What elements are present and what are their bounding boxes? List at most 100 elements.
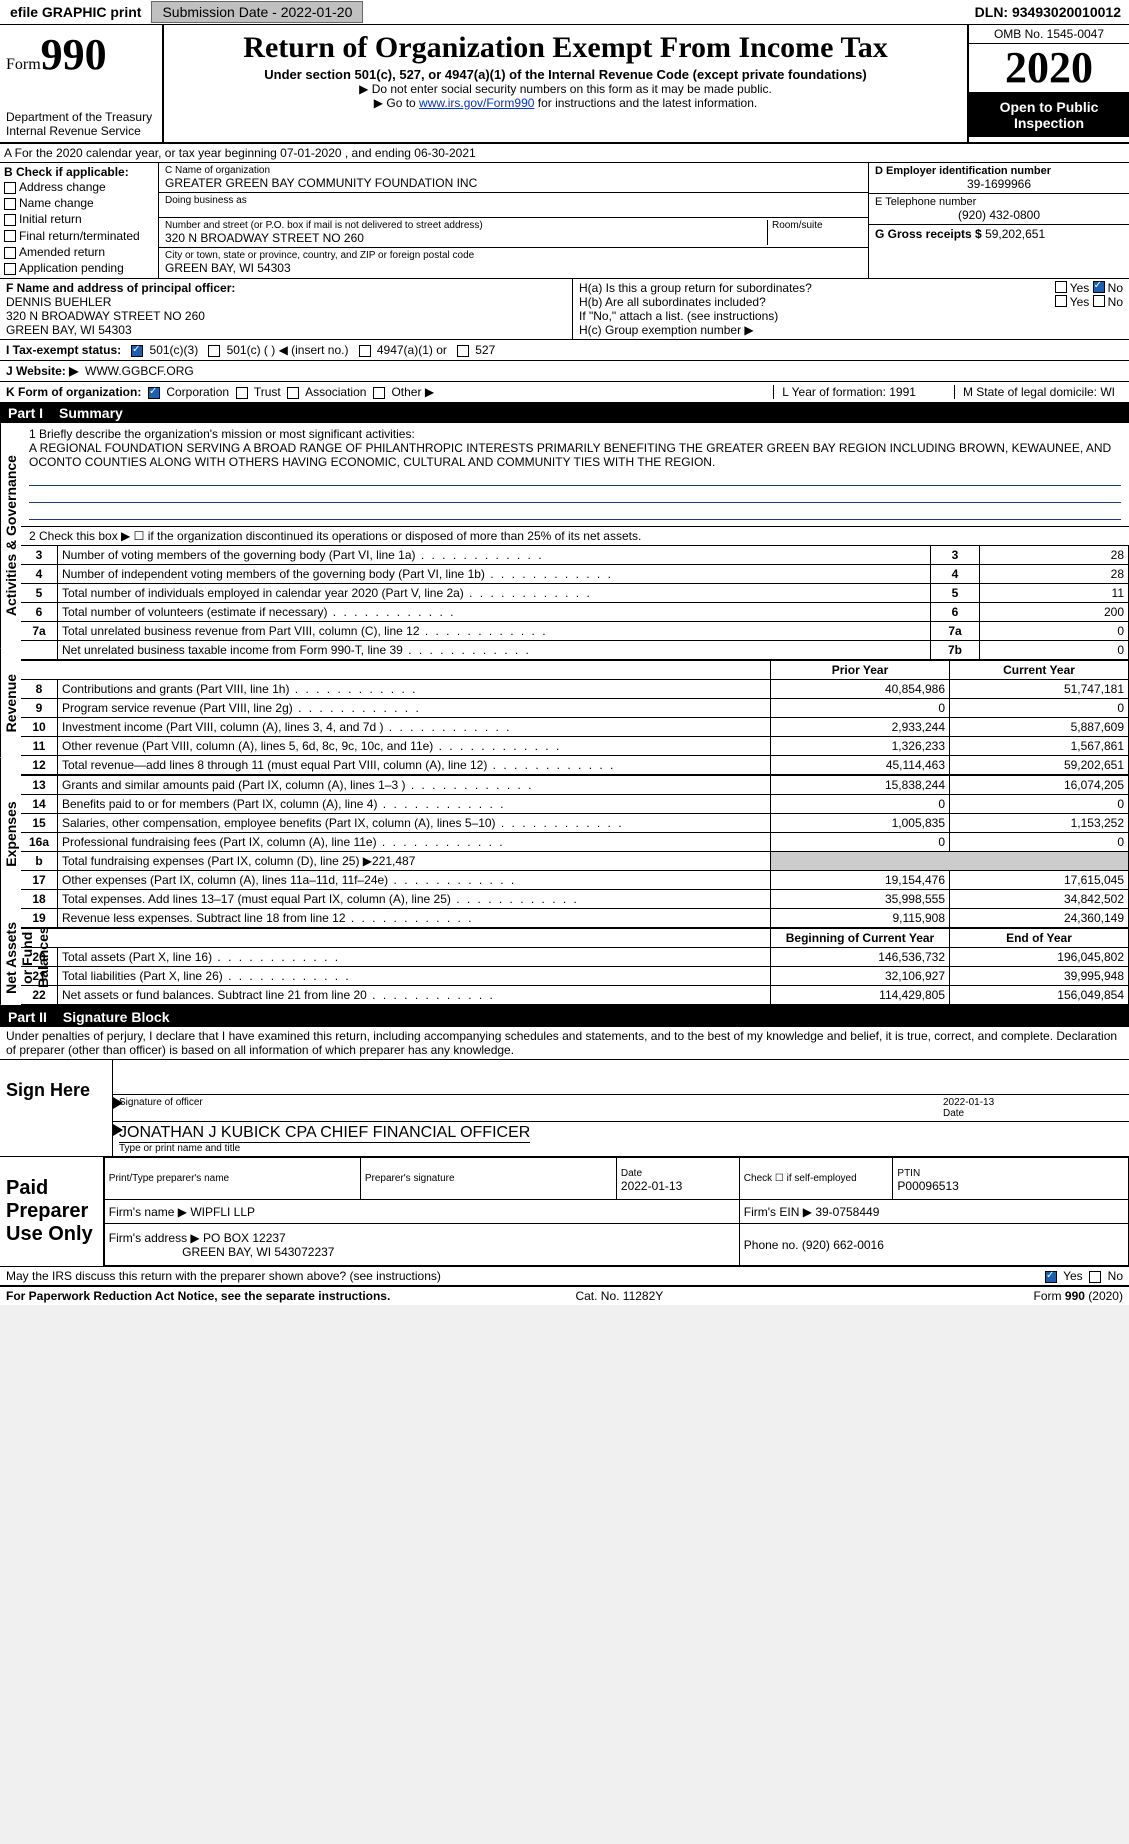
part1-subtitle: Summary [59, 405, 123, 421]
goto-suffix: for instructions and the latest informat… [534, 96, 757, 110]
top-toolbar: efile GRAPHIC print Submission Date - 20… [0, 0, 1129, 25]
hb-yes-chk[interactable] [1055, 295, 1067, 307]
firm-addr1: PO BOX 12237 [203, 1231, 286, 1245]
part1-body: Activities & Governance Revenue Expenses… [0, 423, 1129, 1007]
org-city: GREEN BAY, WI 54303 [165, 261, 862, 275]
page-footer: For Paperwork Reduction Act Notice, see … [0, 1287, 1129, 1305]
c-name-label: C Name of organization [165, 165, 862, 176]
sig-date-label: Date [943, 1108, 1123, 1119]
box-h: H(a) Is this a group return for subordin… [573, 279, 1129, 339]
part2-subtitle: Signature Block [63, 1009, 170, 1025]
officer-addr2: GREEN BAY, WI 54303 [6, 323, 566, 337]
ptin-value: P00096513 [897, 1179, 958, 1193]
firm-addr2: GREEN BAY, WI 543072237 [182, 1245, 334, 1259]
website-value: WWW.GGBCF.ORG [85, 364, 194, 378]
k-org-row: K Form of organization: Corporation Trus… [0, 382, 1129, 403]
firm-ein: 39-0758449 [815, 1205, 879, 1219]
chk-initial-return[interactable]: Initial return [4, 211, 154, 227]
ptin-label: PTIN [897, 1168, 920, 1179]
i-label: I Tax-exempt status: [6, 343, 121, 357]
chk-assoc[interactable] [287, 387, 299, 399]
form-990-page: efile GRAPHIC print Submission Date - 20… [0, 0, 1129, 1305]
c-room-label: Room/suite [767, 220, 862, 245]
prep-sig-label: Preparer's signature [365, 1173, 612, 1184]
vlabel-net: Net Assets or Fund Balances [0, 910, 21, 1005]
omb-number: OMB No. 1545-0047 [969, 25, 1129, 44]
revenue-table: Prior YearCurrent Year 8Contributions an… [21, 660, 1129, 775]
ein-value: 39-1699966 [875, 177, 1123, 191]
chk-501c3[interactable] [131, 345, 143, 357]
org-name: GREATER GREEN BAY COMMUNITY FOUNDATION I… [165, 176, 862, 190]
officer-print-name: JONATHAN J KUBICK CPA CHIEF FINANCIAL OF… [119, 1124, 530, 1143]
form-number: 990 [41, 30, 107, 79]
paid-preparer-label: Paid Preparer Use Only [0, 1157, 104, 1266]
chk-name-change[interactable]: Name change [4, 195, 154, 211]
sign-here-label: Sign Here [0, 1060, 113, 1156]
discuss-no[interactable] [1089, 1271, 1101, 1283]
chk-4947[interactable] [359, 345, 371, 357]
chk-501c[interactable] [208, 345, 220, 357]
penalties-text: Under penalties of perjury, I declare th… [0, 1027, 1129, 1060]
footer-cat: Cat. No. 11282Y [575, 1289, 663, 1303]
chk-application-pending[interactable]: Application pending [4, 260, 154, 276]
firm-addr-label: Firm's address ▶ [109, 1231, 200, 1245]
chk-other[interactable] [373, 387, 385, 399]
chk-527[interactable] [457, 345, 469, 357]
f-label: F Name and address of principal officer: [6, 281, 566, 295]
org-address: 320 N BROADWAY STREET NO 260 [165, 231, 767, 245]
discuss-yes[interactable] [1045, 1271, 1057, 1283]
preparer-table: Print/Type preparer's name Preparer's si… [104, 1157, 1129, 1266]
part2-header: Part II Signature Block [0, 1007, 1129, 1027]
form-header: Form990 Department of the Treasury Inter… [0, 25, 1129, 144]
firm-phone: (920) 662-0016 [802, 1238, 884, 1252]
form-prefix: Form [6, 56, 41, 73]
sig-officer-label: Signature of officer [119, 1097, 943, 1119]
mission-block: 1 Briefly describe the organization's mi… [21, 423, 1129, 527]
vlabel-revenue: Revenue [0, 648, 21, 757]
officer-addr1: 320 N BROADWAY STREET NO 260 [6, 309, 566, 323]
governance-table: 3Number of voting members of the governi… [21, 545, 1129, 660]
irs-link[interactable]: www.irs.gov/Form990 [419, 96, 534, 110]
vlabel-governance: Activities & Governance [0, 423, 21, 648]
col-current: Current Year [950, 661, 1129, 680]
form-title: Return of Organization Exempt From Incom… [168, 31, 963, 65]
col-prior: Prior Year [771, 661, 950, 680]
chk-address-change[interactable]: Address change [4, 179, 154, 195]
hb-no-chk[interactable] [1093, 295, 1105, 307]
net-table: Beginning of Current YearEnd of Year 20T… [21, 928, 1129, 1005]
ha-no-chk[interactable] [1093, 281, 1105, 293]
row-a-tax-year: A For the 2020 calendar year, or tax yea… [0, 144, 1129, 163]
mission-text: A REGIONAL FOUNDATION SERVING A BROAD RA… [29, 441, 1121, 469]
chk-amended-return[interactable]: Amended return [4, 244, 154, 260]
l-year: L Year of formation: 1991 [773, 385, 924, 399]
gross-receipts: 59,202,651 [985, 227, 1045, 241]
c-addr-label: Number and street (or P.O. box if mail i… [165, 220, 767, 231]
hb-label: H(b) Are all subordinates included? [579, 295, 1055, 309]
efile-label: efile GRAPHIC print [0, 0, 151, 24]
header-left: Form990 Department of the Treasury Inter… [0, 25, 164, 142]
col-begin: Beginning of Current Year [771, 929, 950, 948]
prep-print-label: Print/Type preparer's name [109, 1173, 356, 1184]
k-label: K Form of organization: [6, 385, 141, 399]
part2-label: Part II [8, 1009, 47, 1025]
goto-prefix: ▶ Go to [374, 96, 419, 110]
hc-label: H(c) Group exemption number ▶ [579, 323, 1123, 337]
chk-trust[interactable] [236, 387, 248, 399]
box-deg: D Employer identification number 39-1699… [869, 163, 1129, 278]
dept-label: Department of the Treasury Internal Reve… [6, 110, 156, 138]
firm-ein-label: Firm's EIN ▶ [744, 1205, 812, 1219]
dln-label: DLN: 93493020010012 [975, 4, 1129, 20]
prep-self-emp: Check ☐ if self-employed [739, 1158, 893, 1200]
ha-yes-chk[interactable] [1055, 281, 1067, 293]
g-label: G Gross receipts $ [875, 227, 982, 241]
firm-phone-label: Phone no. [744, 1238, 799, 1252]
j-label: J Website: ▶ [6, 364, 78, 378]
vlabel-expenses: Expenses [0, 758, 21, 911]
chk-final-return[interactable]: Final return/terminated [4, 228, 154, 244]
chk-corp[interactable] [148, 387, 160, 399]
tax-year: 2020 [969, 44, 1129, 93]
prep-date-label: Date [621, 1168, 642, 1179]
box-f: F Name and address of principal officer:… [0, 279, 573, 339]
submission-date-button[interactable]: Submission Date - 2022-01-20 [151, 1, 363, 23]
firm-name-label: Firm's name ▶ [109, 1205, 187, 1219]
